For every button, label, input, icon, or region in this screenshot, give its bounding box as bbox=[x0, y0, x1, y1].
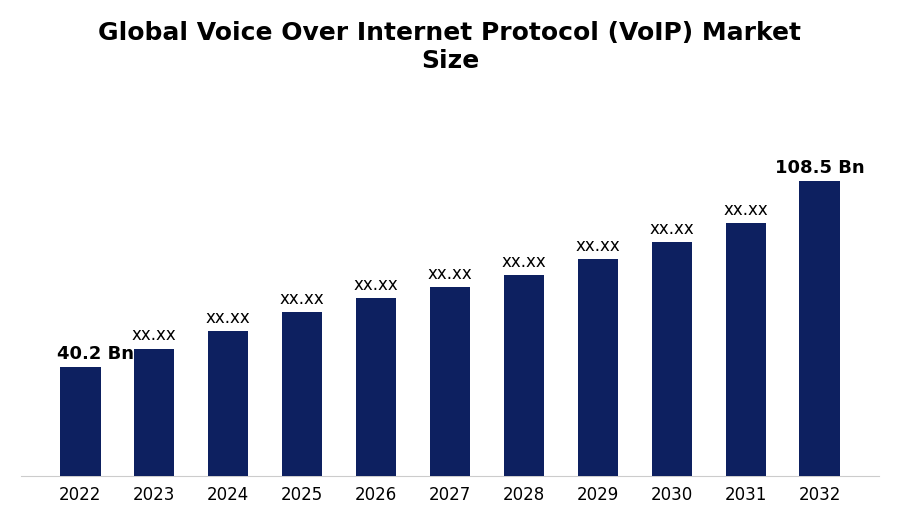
Bar bbox=[134, 349, 175, 477]
Bar bbox=[429, 287, 471, 477]
Bar bbox=[578, 259, 618, 477]
Bar bbox=[59, 367, 101, 477]
Text: xx.xx: xx.xx bbox=[206, 309, 250, 327]
Text: xx.xx: xx.xx bbox=[650, 220, 694, 238]
Text: xx.xx: xx.xx bbox=[575, 237, 620, 255]
Bar bbox=[725, 223, 766, 477]
Bar bbox=[356, 298, 396, 477]
Text: xx.xx: xx.xx bbox=[354, 276, 399, 294]
Text: xx.xx: xx.xx bbox=[724, 201, 769, 219]
Bar bbox=[652, 243, 692, 477]
Text: xx.xx: xx.xx bbox=[131, 327, 176, 344]
Text: xx.xx: xx.xx bbox=[280, 290, 325, 308]
Bar bbox=[799, 181, 841, 477]
Bar bbox=[504, 275, 544, 477]
Text: xx.xx: xx.xx bbox=[501, 253, 546, 271]
Bar bbox=[282, 312, 322, 477]
Title: Global Voice Over Internet Protocol (VoIP) Market
Size: Global Voice Over Internet Protocol (VoI… bbox=[98, 21, 802, 72]
Text: 40.2 Bn: 40.2 Bn bbox=[57, 345, 133, 363]
Text: 108.5 Bn: 108.5 Bn bbox=[775, 159, 865, 177]
Bar bbox=[208, 331, 248, 477]
Text: xx.xx: xx.xx bbox=[428, 265, 473, 283]
